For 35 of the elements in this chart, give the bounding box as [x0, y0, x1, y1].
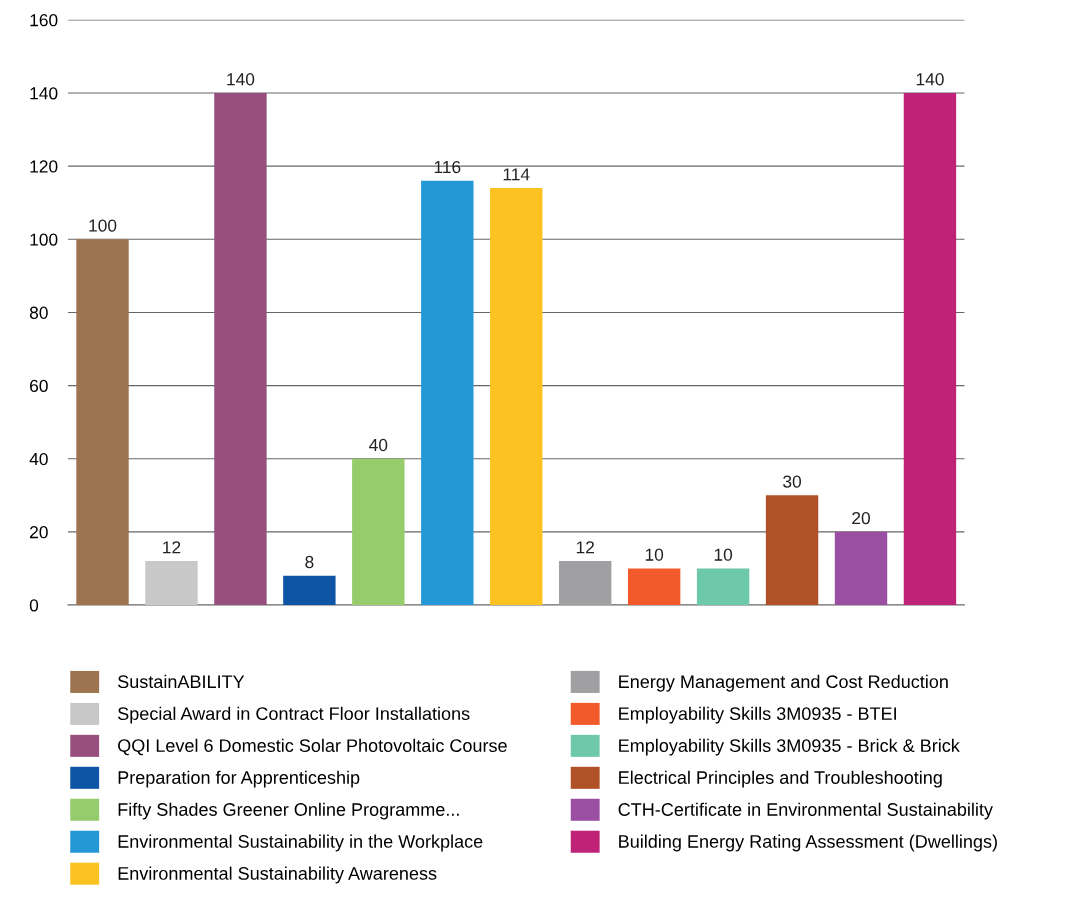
data-label: 114	[503, 168, 530, 181]
y-tick-label: 20	[30, 526, 48, 539]
data-label: 140	[227, 73, 255, 86]
legend-label: Employability Skills 3M0935 - Brick & Brick	[619, 738, 960, 756]
legend-label: Special Award in Contract Floor Installations	[118, 706, 470, 724]
data-label: 8	[305, 555, 314, 569]
y-tick-label: 100	[30, 233, 58, 246]
data-label: 40	[369, 438, 388, 452]
legend-label: SustainABILITY	[118, 674, 245, 689]
y-tick-label: 160	[30, 14, 58, 27]
y-tick-label: 140	[30, 87, 58, 100]
legend-label: QQI Level 6 Domestic Solar Photovoltaic Course	[118, 738, 507, 756]
legend-label: Electrical Principles and Troubleshooting	[619, 770, 942, 788]
legend-label: Environmental Sustainability in the Workplace	[118, 834, 483, 852]
y-tick-label: 0	[29, 599, 39, 612]
data-label: 10	[645, 548, 664, 561]
y-tick-label: 120	[30, 160, 58, 173]
legend-label: Energy Management and Cost Reduction	[619, 674, 948, 692]
data-label: 30	[783, 475, 802, 488]
y-tick-label: 40	[29, 452, 48, 466]
legend-label: Environmental Sustainability Awareness	[118, 866, 437, 884]
y-tick-label: 60	[30, 379, 48, 393]
legend-label: Employability Skills 3M0935 - BTEI	[619, 706, 896, 724]
data-label: 12	[576, 541, 594, 554]
legend-label: Fifty Shades Greener Online Programme...	[118, 802, 459, 820]
data-label: 12	[163, 541, 181, 554]
data-label: 140	[916, 73, 944, 86]
legend-label: Preparation for Apprenticeship	[118, 770, 360, 788]
data-label: 10	[714, 548, 733, 561]
legend-label: Building Energy Rating Assessment (Dwellings)	[619, 834, 997, 852]
data-label: 20	[852, 511, 870, 525]
legend-label: CTH-Certificate in Environmental Sustainability	[618, 802, 993, 820]
data-label: 100	[89, 219, 117, 232]
data-label: 116	[434, 160, 461, 174]
y-tick-label: 80	[29, 306, 48, 319]
